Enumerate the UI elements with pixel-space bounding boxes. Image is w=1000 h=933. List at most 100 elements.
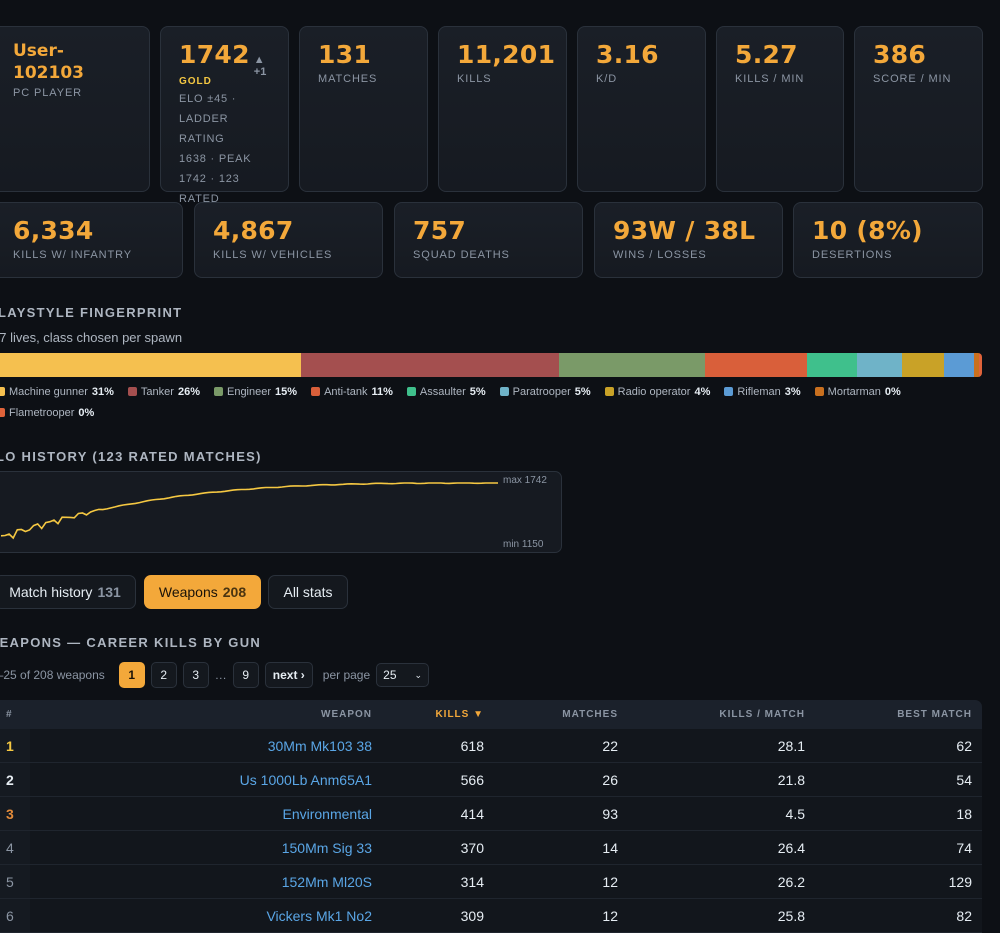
kpm-cell: 4.5	[785, 805, 805, 822]
weapon-link[interactable]: Us 1000Lb Anm65A1	[239, 771, 372, 788]
legend-swatch	[814, 387, 824, 396]
kpm-cell: 28.1	[777, 737, 805, 754]
stat-value: 4,867	[213, 216, 294, 245]
fingerprint-segment	[944, 353, 975, 377]
stat-value: 5.27	[735, 40, 798, 69]
stat-card-desertions: 10 (8%) DESERTIONS	[793, 202, 983, 278]
fingerprint-title: PLAYSTYLE FINGERPRINT	[0, 305, 183, 320]
legend-label: Machine gunner	[9, 385, 88, 398]
tab-weapons[interactable]: Weapons 208	[144, 575, 261, 609]
table-row: 6 Vickers Mk1 No2 309 12 25.8 82	[0, 899, 982, 933]
kpm-cell: 25.8	[777, 907, 805, 924]
legend-label: Flametrooper	[9, 406, 75, 419]
page-ellipsis: …	[214, 668, 227, 682]
stat-value: 11,201	[457, 40, 556, 69]
legend-item: Assaulter 5%	[406, 385, 486, 398]
per-page-select[interactable]: 25 ⌄	[376, 663, 430, 687]
table-row: 2 Us 1000Lb Anm65A1 566 26 21.8 54	[0, 763, 982, 797]
next-page-button[interactable]: next ›	[264, 662, 313, 688]
legend-pct: 31%	[91, 385, 114, 398]
stat-card-score-per-min: 386 SCORE / MIN	[854, 26, 983, 192]
legend-item: Anti-tank 11%	[311, 385, 393, 398]
col-best-match[interactable]: BEST MATCH	[897, 709, 972, 720]
best-cell: 54	[956, 771, 972, 788]
stat-card-kills-vehicles: 4,867 KILLS W/ VEHICLES	[194, 202, 383, 278]
legend-swatch	[0, 387, 5, 396]
fingerprint-segment	[806, 353, 858, 377]
page-3-button[interactable]: 3	[182, 662, 209, 688]
legend-pct: 0%	[884, 385, 901, 398]
stat-card-wins-losses: 93W / 38L WINS / LOSSES	[594, 202, 783, 278]
stat-value: 757	[413, 216, 467, 245]
weapon-link[interactable]: 152Mm Ml20S	[281, 873, 372, 890]
elo-max-label: max 1742	[503, 475, 547, 486]
page-2-button[interactable]: 2	[150, 662, 177, 688]
weapon-link[interactable]: 30Mm Mk103 38	[267, 737, 372, 754]
matches-cell: 26	[602, 771, 618, 788]
matches-cell: 12	[602, 873, 618, 890]
weapons-table: # WEAPON KILLS ▼ MATCHES KILLS / MATCH B…	[0, 700, 982, 933]
legend-item: Flametrooper 0%	[0, 406, 94, 419]
stat-value: 386	[873, 40, 927, 69]
kills-cell: 618	[460, 737, 484, 754]
legend-label: Rifleman	[737, 385, 781, 398]
table-row: 4 150Mm Sig 33 370 14 26.4 74	[0, 831, 982, 865]
stat-label: MATCHES	[318, 73, 378, 85]
legend-label: Radio operator	[617, 385, 691, 398]
legend-item: Engineer 15%	[213, 385, 298, 398]
legend-pct: 11%	[371, 385, 393, 398]
kills-cell: 414	[460, 805, 484, 822]
stat-value: 3.16	[596, 40, 659, 69]
elo-delta: ▲ +1	[253, 54, 267, 78]
legend-pct: 5%	[469, 385, 486, 398]
page-1-button[interactable]: 1	[118, 662, 145, 688]
legend-pct: 3%	[784, 385, 801, 398]
legend-swatch	[0, 408, 5, 417]
stat-card-squad-deaths: 757 SQUAD DEATHS	[394, 202, 583, 278]
tab-match-history[interactable]: Match history 131	[0, 575, 136, 609]
legend-item: Machine gunner 31%	[0, 385, 114, 398]
kpm-cell: 26.2	[777, 873, 805, 890]
fingerprint-segment	[902, 353, 944, 377]
rank-cell: 5	[0, 865, 30, 898]
fingerprint-segment	[978, 353, 982, 377]
rank-cell: 6	[0, 899, 30, 932]
legend-label: Mortarman	[827, 385, 881, 398]
page-9-button[interactable]: 9	[232, 662, 259, 688]
weapon-link[interactable]: Vickers Mk1 No2	[266, 907, 372, 924]
range-text: 1–25 of 208 weapons	[0, 668, 105, 682]
col-weapon[interactable]: WEAPON	[321, 709, 372, 720]
fingerprint-segment	[974, 353, 979, 377]
stat-card-kd: 3.16 K/D	[577, 26, 706, 192]
fingerprint-segment	[559, 353, 705, 377]
col-matches[interactable]: MATCHES	[562, 709, 618, 720]
rank-cell: 4	[0, 831, 30, 864]
fingerprint-legend: Machine gunner 31% Tanker 26% Engineer 15% Ant…	[0, 385, 956, 419]
legend-item: Radio operator 4%	[604, 385, 711, 398]
kills-cell: 370	[460, 839, 484, 856]
elo-history-chart: max 1742 min 1150	[0, 471, 562, 553]
table-row: 3 Environmental 414 93 4.5 18	[0, 797, 982, 831]
stat-card-kills-per-min: 5.27 KILLS / MIN	[716, 26, 844, 192]
player-name: User-102103	[13, 41, 84, 83]
fingerprint-bar	[0, 353, 982, 377]
legend-item: Paratrooper 5%	[499, 385, 591, 398]
weapon-link[interactable]: 150Mm Sig 33	[281, 839, 372, 856]
legend-pct: 15%	[275, 385, 298, 398]
elo-history-line	[0, 482, 498, 540]
elo-value: 1742	[179, 40, 250, 69]
legend-item: Tanker 26%	[127, 385, 200, 398]
stat-value: 93W / 38L	[613, 216, 756, 245]
best-cell: 82	[956, 907, 972, 924]
stat-label: WINS / LOSSES	[613, 249, 707, 261]
weapon-link[interactable]: Environmental	[282, 805, 373, 822]
col-kills-per-match[interactable]: KILLS / MATCH	[719, 709, 805, 720]
col-kills[interactable]: KILLS ▼	[435, 709, 484, 720]
kpm-cell: 26.4	[777, 839, 805, 856]
kills-cell: 309	[460, 907, 484, 924]
legend-pct: 4%	[694, 385, 711, 398]
legend-label: Anti-tank	[324, 385, 368, 398]
tab-all-stats[interactable]: All stats	[268, 575, 348, 609]
stat-card-kills: 11,201 KILLS	[438, 26, 567, 192]
stat-label: KILLS	[457, 73, 492, 85]
